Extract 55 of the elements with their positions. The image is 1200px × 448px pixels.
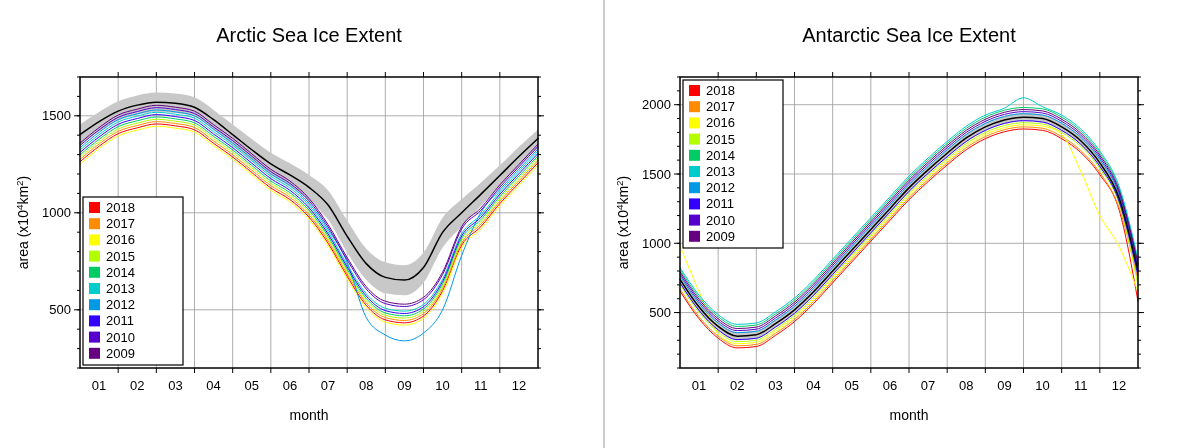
x-tick-label: 12 xyxy=(1111,378,1127,393)
legend-label: 2015 xyxy=(106,248,135,264)
y-tick-label: 1500 xyxy=(42,108,71,124)
x-tick-label: 04 xyxy=(806,378,821,393)
x-tick-label: 12 xyxy=(511,378,527,393)
x-tick-label: 08 xyxy=(359,378,374,393)
x-tick-label: 03 xyxy=(168,378,183,393)
x-tick-label: 11 xyxy=(1074,378,1088,393)
chart-title: Arctic Sea Ice Extent xyxy=(216,24,403,46)
x-tick-label: 07 xyxy=(320,378,336,393)
x-tick-label: 06 xyxy=(882,378,898,393)
x-tick-label: 07 xyxy=(920,378,936,393)
legend-label: 2010 xyxy=(106,329,135,345)
legend-label: 2016 xyxy=(106,232,135,248)
legend-label: 2015 xyxy=(706,131,735,147)
x-axis-title: month xyxy=(889,407,929,423)
x-axis-title: month xyxy=(289,407,329,423)
y-tick-label: 500 xyxy=(49,302,71,318)
y-tick-label: 2000 xyxy=(642,97,671,113)
x-tick-label: 11 xyxy=(474,378,488,393)
x-tick-label: 09 xyxy=(997,378,1012,393)
x-tick-label: 04 xyxy=(206,378,221,393)
legend-label: 2012 xyxy=(106,297,135,313)
legend-label: 2016 xyxy=(706,115,735,131)
chart-title: Antarctic Sea Ice Extent xyxy=(802,24,1017,46)
x-tick-label: 01 xyxy=(691,378,707,393)
x-tick-label: 02 xyxy=(730,378,745,393)
legend-label: 2017 xyxy=(706,99,735,115)
legend-label: 2013 xyxy=(706,164,735,179)
legend-label: 2014 xyxy=(706,147,735,163)
legend-label: 2017 xyxy=(106,216,135,232)
x-tick-label: 01 xyxy=(91,378,107,393)
x-tick-label: 03 xyxy=(768,378,783,393)
x-tick-label: 08 xyxy=(959,378,974,393)
legend-label: 2018 xyxy=(706,83,735,98)
x-tick-label: 09 xyxy=(397,378,412,393)
x-tick-label: 06 xyxy=(282,378,298,393)
y-tick-label: 1000 xyxy=(42,205,71,221)
x-tick-label: 05 xyxy=(244,378,259,393)
legend-label: 2014 xyxy=(106,264,135,280)
x-tick-label: 10 xyxy=(435,378,450,393)
legend-label: 2012 xyxy=(706,180,735,196)
legend-label: 2010 xyxy=(706,212,735,228)
y-tick-label: 1000 xyxy=(642,235,671,251)
legend-label: 2018 xyxy=(106,200,135,215)
legend-label: 2009 xyxy=(106,345,135,361)
legend-label: 2013 xyxy=(106,281,135,296)
x-tick-label: 10 xyxy=(1035,378,1050,393)
legend-label: 2011 xyxy=(106,313,134,329)
x-tick-label: 02 xyxy=(130,378,145,393)
legend-label: 2011 xyxy=(706,196,734,212)
legend-label: 2009 xyxy=(706,228,735,244)
y-tick-label: 500 xyxy=(649,305,671,321)
y-tick-label: 1500 xyxy=(642,166,671,182)
x-tick-label: 05 xyxy=(844,378,859,393)
